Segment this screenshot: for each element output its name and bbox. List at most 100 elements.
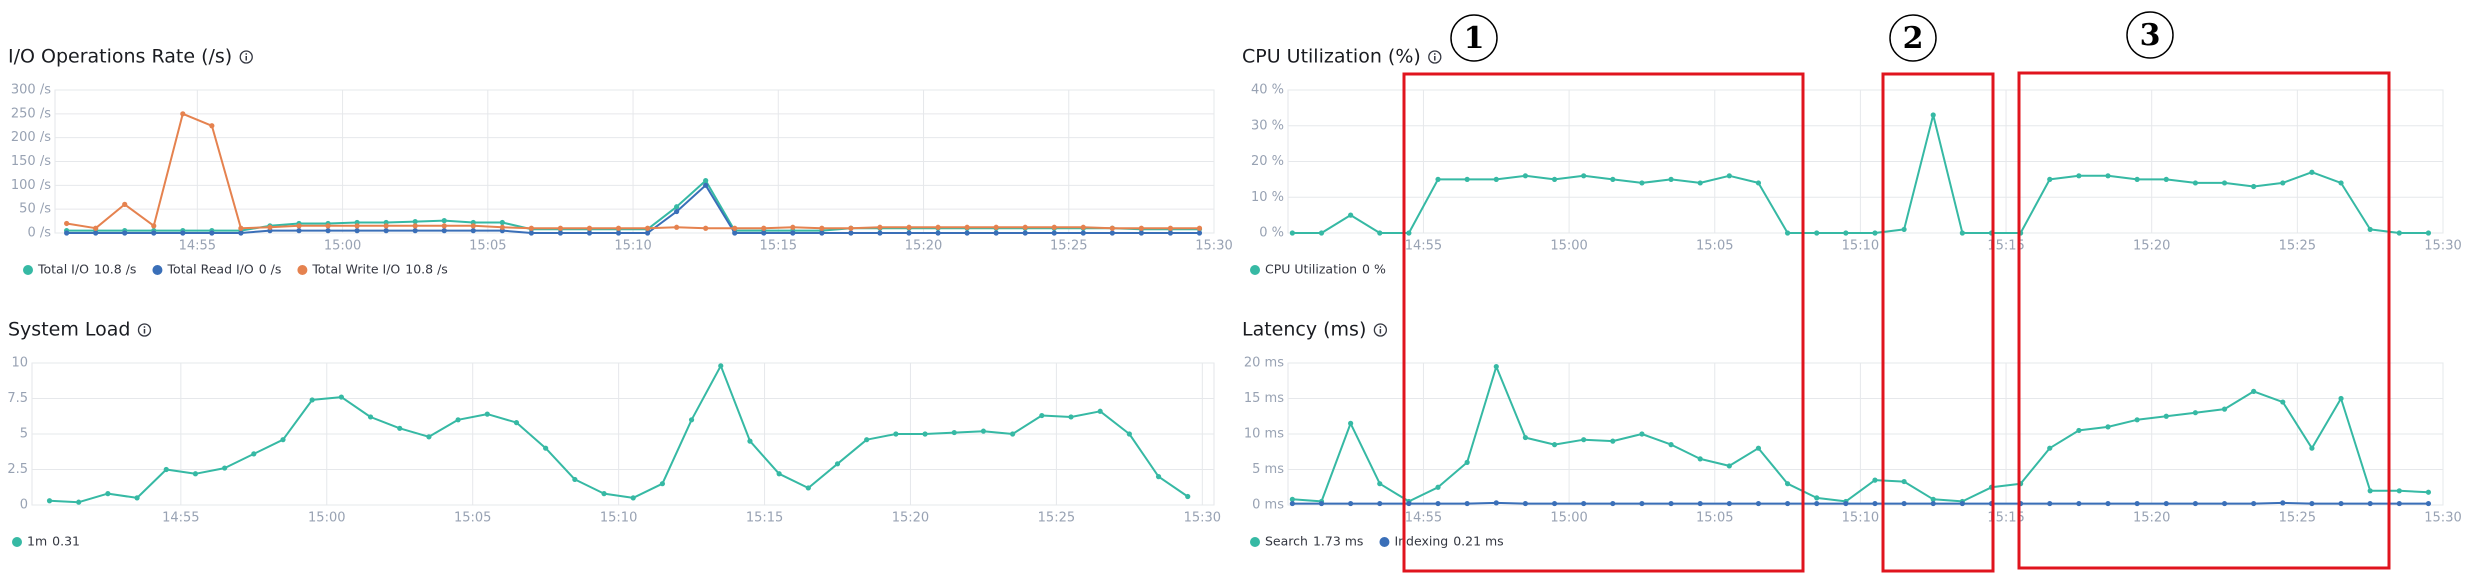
data-point xyxy=(644,225,651,231)
x-tick-label: 15:25 xyxy=(1038,511,1075,526)
data-point xyxy=(2105,500,2111,507)
x-tick-label: 14:55 xyxy=(1405,511,1442,526)
data-point xyxy=(1377,230,1383,236)
data-point xyxy=(1551,442,1558,448)
data-point xyxy=(1493,176,1499,182)
data-point xyxy=(209,230,215,236)
x-tick-label: 14:55 xyxy=(1405,239,1442,254)
y-tick-label: 10 % xyxy=(1251,190,1284,205)
y-tick-label: 0 ms xyxy=(1252,498,1284,513)
info-icon-dot xyxy=(143,326,146,328)
data-point xyxy=(993,230,999,236)
data-point xyxy=(93,230,99,236)
data-point xyxy=(296,223,302,229)
data-point xyxy=(543,445,549,451)
data-point xyxy=(601,491,607,497)
data-point xyxy=(1185,493,1191,500)
data-point xyxy=(528,230,534,236)
data-point xyxy=(1639,180,1645,186)
data-point xyxy=(325,228,331,234)
y-tick-label: 250 /s xyxy=(11,106,51,121)
data-point xyxy=(1097,408,1103,414)
y-tick-label: 100 /s xyxy=(11,178,51,193)
data-point xyxy=(1039,412,1045,419)
series-line xyxy=(49,364,1189,504)
x-tick-label: 15:05 xyxy=(1696,239,1733,254)
data-point xyxy=(93,225,99,231)
data-point xyxy=(296,228,302,234)
data-point xyxy=(1348,500,1354,507)
y-tick-label: 5 xyxy=(20,427,28,442)
data-point xyxy=(1755,500,1762,507)
data-point xyxy=(1872,477,1878,483)
data-point xyxy=(1068,414,1074,420)
legend-swatch xyxy=(1250,265,1260,275)
data-point xyxy=(2425,230,2432,236)
x-tick-label: 15:00 xyxy=(1550,511,1587,526)
data-point xyxy=(1610,438,1616,444)
highlight-box xyxy=(2017,71,2391,570)
x-tick-label: 14:55 xyxy=(179,239,216,254)
data-point xyxy=(1493,363,1499,370)
data-point xyxy=(557,230,564,236)
chart-title: CPU Utilization (%) xyxy=(1242,46,1421,68)
data-point xyxy=(1051,230,1057,236)
annotation-label: 3 xyxy=(2140,18,2161,53)
data-point xyxy=(2338,180,2344,186)
x-tick-label: 15:20 xyxy=(2133,511,2170,526)
data-point xyxy=(441,218,447,224)
data-point xyxy=(209,123,215,129)
data-point xyxy=(441,228,447,234)
y-tick-label: 200 /s xyxy=(11,130,51,145)
data-point xyxy=(834,461,841,467)
data-point xyxy=(1377,500,1383,507)
data-point xyxy=(180,111,186,117)
data-point xyxy=(528,225,534,231)
data-point xyxy=(1406,500,1412,507)
y-tick-label: 30 % xyxy=(1251,118,1284,133)
y-tick-label: 15 ms xyxy=(1244,391,1284,406)
x-tick-label: 15:05 xyxy=(454,511,491,526)
data-point xyxy=(1639,500,1645,507)
data-point xyxy=(2076,500,2082,507)
data-point xyxy=(1348,212,1354,218)
data-point xyxy=(819,225,825,231)
data-point xyxy=(1080,230,1086,236)
highlight-box xyxy=(1402,72,1805,573)
data-point xyxy=(951,429,957,436)
data-point xyxy=(499,224,505,230)
info-icon-dot xyxy=(1433,53,1436,55)
data-point xyxy=(586,230,593,236)
data-point xyxy=(325,223,331,229)
annotation-circle xyxy=(1889,14,1937,62)
y-tick-label: 7.5 xyxy=(7,391,28,406)
chart-title: System Load xyxy=(8,319,130,341)
x-tick-label: 15:00 xyxy=(308,511,345,526)
legend-name: 1m xyxy=(27,534,47,549)
data-point xyxy=(1551,176,1558,182)
data-point xyxy=(1639,431,1645,437)
data-point xyxy=(1726,463,1732,469)
info-icon xyxy=(1428,50,1442,64)
data-point xyxy=(354,228,360,234)
data-point xyxy=(1167,225,1174,231)
y-tick-label: 300 /s xyxy=(11,83,51,98)
x-tick-label: 15:30 xyxy=(2424,239,2461,254)
y-tick-label: 2.5 xyxy=(7,462,28,477)
data-point xyxy=(848,225,854,231)
data-point xyxy=(2221,406,2228,412)
x-tick-label: 15:10 xyxy=(1842,511,1879,526)
data-point xyxy=(2338,395,2344,402)
y-tick-label: 10 ms xyxy=(1244,427,1284,442)
data-point xyxy=(2396,488,2402,494)
data-point xyxy=(192,471,199,477)
legend-name: CPU Utilization xyxy=(1265,262,1357,277)
data-point xyxy=(2134,500,2140,507)
data-point xyxy=(1196,225,1203,231)
data-point xyxy=(659,481,666,487)
data-point xyxy=(1406,230,1412,236)
legend-name: Total I/O xyxy=(37,262,89,277)
data-point xyxy=(980,428,987,434)
data-point xyxy=(964,230,970,236)
data-point xyxy=(470,223,476,229)
